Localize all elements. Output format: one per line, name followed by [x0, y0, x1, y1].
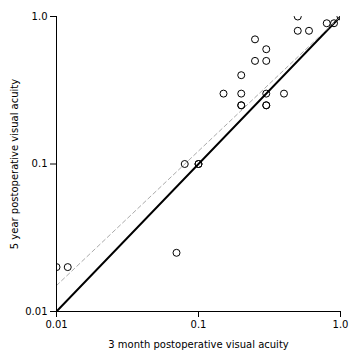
svg-text:0.1: 0.1 [32, 158, 48, 169]
svg-text:1.0: 1.0 [32, 11, 48, 22]
svg-text:1.0: 1.0 [333, 319, 349, 330]
svg-text:0.01: 0.01 [25, 306, 47, 317]
svg-text:5 year postoperative visual ac: 5 year postoperative visual acuity [9, 79, 20, 249]
svg-text:0.1: 0.1 [191, 319, 207, 330]
svg-text:0.01: 0.01 [45, 319, 67, 330]
svg-text:3 month postoperative visual a: 3 month postoperative visual acuity [108, 339, 289, 350]
